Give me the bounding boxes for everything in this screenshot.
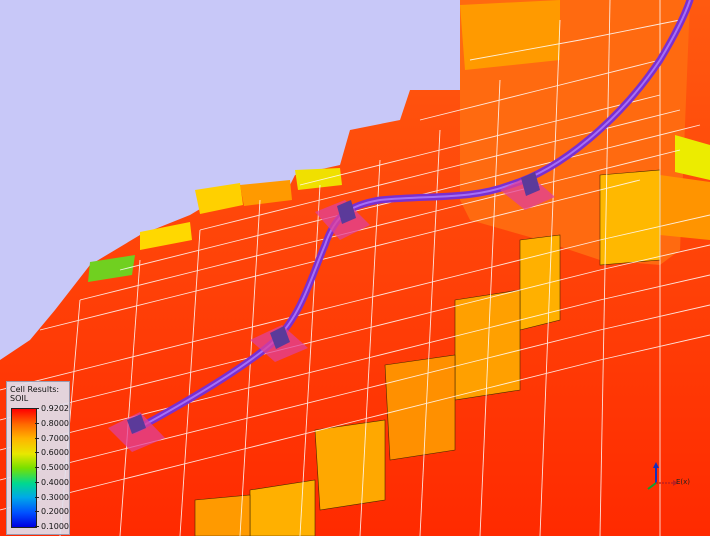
fault-step-2 [454, 289, 521, 401]
fault-step-3 [384, 354, 456, 461]
legend-label: 0.6000 [41, 448, 69, 458]
fault-step-4 [314, 419, 386, 511]
legend-label: 0.5000 [41, 463, 69, 472]
axis-triad-icon [647, 462, 678, 490]
legend-tick [35, 496, 39, 498]
legend-tick [35, 511, 39, 513]
axis-x-label: E(x) [676, 478, 691, 486]
fault-step-7 [194, 494, 251, 536]
legend-label: 0.3000 [41, 492, 69, 502]
legend-tick [35, 422, 39, 424]
edge-cells-yellow-2 [295, 168, 342, 190]
legend-color-bar [11, 408, 37, 528]
fault-step-5 [249, 479, 316, 536]
completion-marker-2[interactable] [250, 325, 308, 362]
edge-cells-top-orange [460, 0, 560, 70]
legend-title: Cell Results: [10, 385, 60, 394]
legend-tick [35, 481, 39, 483]
completion-marker-4[interactable] [500, 172, 555, 210]
color-legend: Cell Results: SOIL 0.9202 0.8000 0.7000 0.6… [6, 381, 70, 535]
legend-tick [35, 526, 39, 527]
completion-marker-3[interactable] [315, 200, 370, 240]
edge-cells-yellow-3 [140, 222, 192, 250]
edge-cells-yellow [195, 183, 243, 214]
fault-step-6 [599, 169, 661, 266]
legend-tick [35, 467, 39, 468]
edge-cells-right-orange [660, 175, 710, 240]
legend-label: 0.9202 [41, 404, 69, 413]
axis-triad: E(x) [644, 461, 710, 495]
legend-label: 0.1000 [41, 522, 69, 531]
legend-label: 0.2000 [41, 507, 69, 517]
edge-cells-green [88, 255, 135, 282]
legend-label: 0.8000 [41, 418, 69, 428]
legend-label: 0.4000 [41, 477, 69, 487]
legend-tick [35, 408, 39, 409]
legend-property: SOIL [10, 394, 29, 403]
legend-tick [35, 452, 39, 454]
legend-label: 0.7000 [41, 433, 69, 443]
legend-tick [35, 437, 39, 439]
edge-cells-right-yellow [675, 135, 710, 180]
completion-marker-1[interactable] [108, 412, 165, 452]
fault-step-1 [519, 234, 561, 331]
edge-cells-orange [240, 180, 292, 206]
